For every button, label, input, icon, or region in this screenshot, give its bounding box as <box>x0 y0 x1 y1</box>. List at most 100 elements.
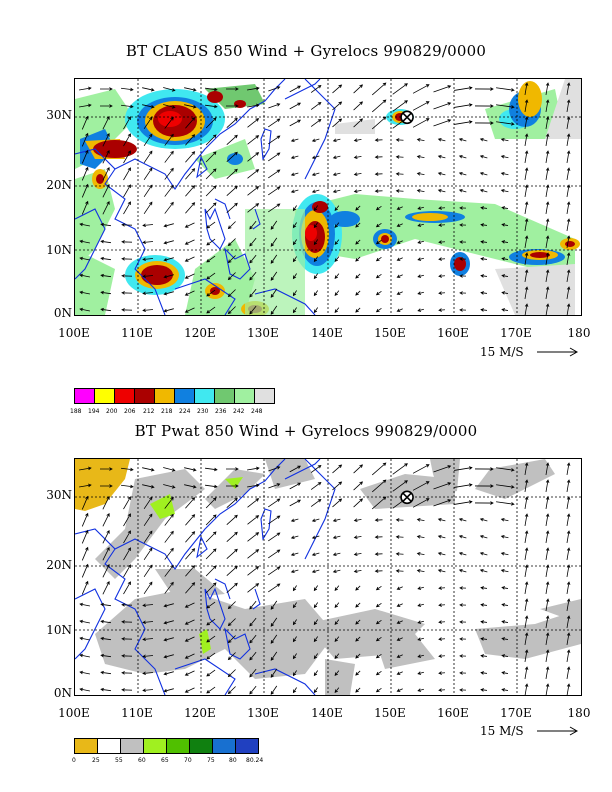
wind-vector <box>311 172 320 177</box>
wind-vector <box>545 496 550 509</box>
map1-canvas <box>75 79 581 315</box>
wind-vector <box>268 203 281 213</box>
wind-vector <box>184 670 195 676</box>
wind-vector <box>205 117 217 129</box>
wind-vector <box>480 637 488 641</box>
wind-vector <box>227 272 236 281</box>
wind-vector <box>332 189 341 194</box>
map2-lat-label: 0N <box>53 686 72 700</box>
map1-lon-label: 180 <box>567 326 591 340</box>
wind-vector <box>79 602 90 607</box>
map1-lon-label: 170E <box>500 326 532 340</box>
wind-vector <box>437 137 446 142</box>
wind-vector <box>524 201 529 214</box>
wind-vector <box>249 668 257 678</box>
wind-vector <box>417 240 425 244</box>
wind-vector <box>164 150 174 163</box>
wind-vector <box>292 222 297 229</box>
wind-vector <box>412 118 430 128</box>
map1-title: BT CLAUS 850 Wind + Gyrelocs 990829/0000 <box>125 42 487 60</box>
wind-vector <box>123 201 131 215</box>
wind-vector <box>545 116 550 129</box>
wind-vector <box>247 203 260 213</box>
wind-vector <box>375 256 382 262</box>
wind-vector <box>480 603 488 607</box>
wind-vector <box>292 636 297 643</box>
wind-vector <box>545 218 550 231</box>
wind-vector <box>458 534 467 539</box>
wind-vector <box>227 652 236 661</box>
wind-vector <box>121 240 133 244</box>
wind-vector <box>501 671 509 675</box>
wind-vector <box>355 636 361 642</box>
map2-lon-label: 130E <box>247 706 279 720</box>
wind-vector <box>123 513 131 527</box>
wind-vector <box>480 206 488 210</box>
wind-vector <box>353 464 364 474</box>
map2-scale-arrow <box>537 726 579 736</box>
wind-vector <box>437 534 446 539</box>
wind-vector <box>79 687 90 692</box>
wind-vector <box>184 653 195 659</box>
wind-vector <box>81 149 89 164</box>
wind-vector <box>247 515 260 525</box>
wind-vector <box>474 121 494 125</box>
wind-vector <box>227 618 236 627</box>
wind-vector <box>355 273 361 279</box>
wind-vector <box>374 189 383 193</box>
wind-vector <box>479 188 488 193</box>
wind-vector <box>524 184 529 197</box>
wind-vector <box>313 636 319 643</box>
wind-vector <box>227 306 236 315</box>
wind-vector <box>142 671 154 676</box>
map1-lon-label: 130E <box>247 326 279 340</box>
wind-vector <box>206 635 216 643</box>
wind-vector <box>416 535 425 539</box>
wind-vector <box>454 483 473 488</box>
map2-colorbar-label: 60 <box>138 757 146 764</box>
wind-vector <box>164 201 174 214</box>
wind-vector <box>268 566 281 576</box>
wind-vector <box>524 564 529 577</box>
wind-vector <box>206 652 216 660</box>
wind-vector <box>545 615 550 628</box>
wind-vector <box>311 518 320 523</box>
wind-vector <box>524 116 529 129</box>
map2-lon-label: 110E <box>121 706 153 720</box>
wind-vector <box>247 152 260 162</box>
wind-vector <box>375 687 382 693</box>
wind-vector <box>81 563 89 578</box>
wind-vector <box>334 205 340 211</box>
wind-vector <box>332 172 341 177</box>
wind-vector <box>566 496 571 509</box>
wind-vector <box>353 189 362 193</box>
wind-vector <box>416 552 425 556</box>
wind-vector <box>143 513 153 527</box>
wind-vector <box>310 498 322 507</box>
wind-vector <box>123 150 131 164</box>
wind-vector <box>353 569 362 573</box>
wind-vector <box>412 464 430 474</box>
wind-vector <box>292 290 297 297</box>
wind-vector <box>474 501 494 505</box>
wind-vector <box>353 552 362 556</box>
map2-colorbar-swatch <box>98 739 121 753</box>
wind-vector <box>290 535 299 540</box>
wind-vector <box>290 138 299 143</box>
map1-wind-vectors <box>79 82 571 315</box>
wind-vector <box>81 166 89 181</box>
wind-vector <box>334 290 340 296</box>
wind-vector <box>79 239 90 244</box>
wind-vector <box>500 138 509 142</box>
wind-vector <box>524 496 529 509</box>
wind-vector <box>99 87 113 91</box>
wind-vector <box>163 240 174 245</box>
wind-vector <box>433 102 452 110</box>
wind-vector <box>392 463 408 475</box>
map1-convection-fields <box>75 79 581 315</box>
wind-vector <box>142 240 154 245</box>
map1-colorbar-swatch <box>95 389 115 403</box>
wind-vector <box>270 668 278 678</box>
wind-vector <box>524 286 529 299</box>
wind-vector <box>313 602 319 609</box>
